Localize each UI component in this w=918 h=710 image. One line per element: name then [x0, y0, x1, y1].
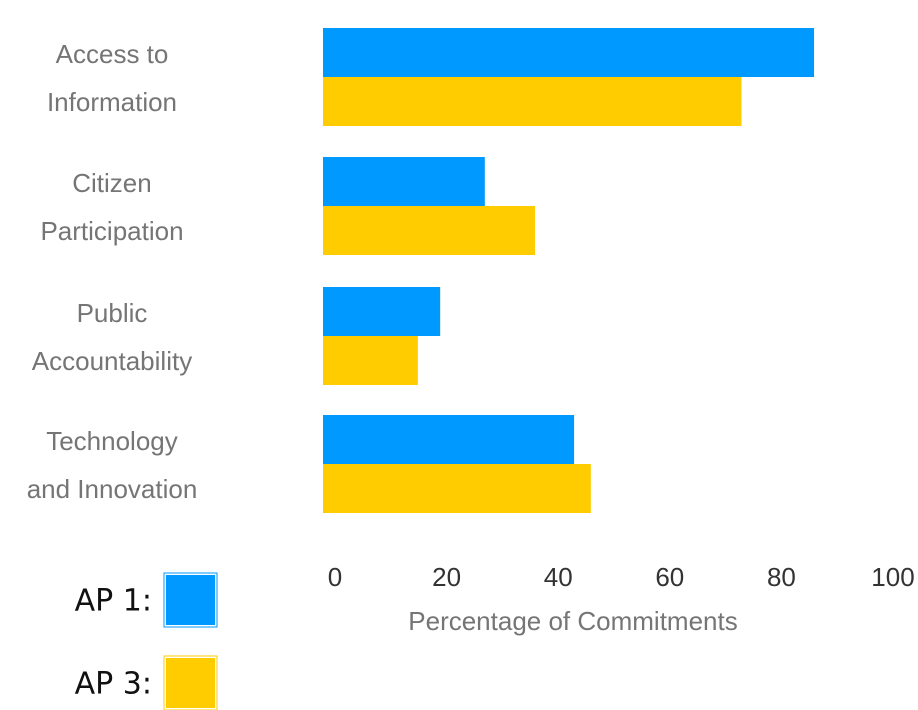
category-label-2-line-1: Accountability	[32, 346, 192, 376]
legend-label-ap3: AP 3:	[75, 667, 152, 702]
legend-swatch-outline-ap3	[163, 655, 218, 710]
x-tick-label-20: 20	[432, 562, 461, 592]
x-tick-label-100: 100	[871, 562, 914, 592]
bar-ap1-2	[323, 287, 441, 336]
x-tick-label-60: 60	[655, 562, 684, 592]
category-label-1-line-1: Participation	[40, 216, 183, 246]
bars-layer	[323, 28, 815, 513]
bar-ap3-2	[323, 336, 418, 385]
bar-ap1-3	[323, 415, 575, 464]
legend-swatch-outline-ap1	[163, 572, 218, 628]
x-tick-labels: 0 20 40 60 80 100	[328, 562, 915, 592]
x-tick-label-0: 0	[328, 562, 342, 592]
x-axis-title: Percentage of Commitments	[408, 606, 737, 636]
category-label-0-line-1: Information	[47, 87, 177, 117]
category-label-0-line-0: Access to	[56, 39, 169, 69]
legend-swatch-ap3	[164, 656, 217, 710]
category-label-3-line-0: Technology	[46, 426, 178, 456]
bar-ap3-1	[323, 206, 536, 255]
category-labels: Access to Information Citizen Participation…	[27, 39, 198, 504]
x-tick-label-80: 80	[767, 562, 796, 592]
category-label-1-line-0: Citizen	[72, 168, 151, 198]
legend-label-ap1: AP 1:	[75, 584, 152, 619]
x-tick-label-40: 40	[544, 562, 573, 592]
legend-swatch-ap1	[164, 573, 217, 627]
bar-ap3-0	[323, 77, 742, 126]
bar-ap1-0	[323, 28, 815, 77]
bar-ap3-3	[323, 464, 591, 513]
category-label-3-line-1: and Innovation	[27, 474, 198, 504]
legend: AP 1: AP 3:	[75, 572, 218, 710]
bar-ap1-1	[323, 157, 485, 206]
category-label-2-line-0: Public	[77, 298, 148, 328]
